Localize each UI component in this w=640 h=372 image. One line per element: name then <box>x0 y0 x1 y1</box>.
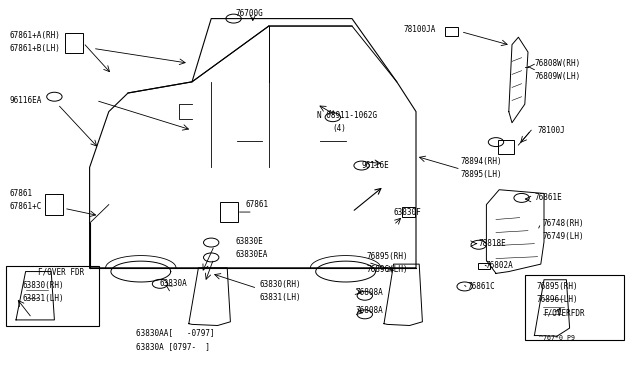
Text: 63830F: 63830F <box>394 208 421 217</box>
Text: 76802A: 76802A <box>485 261 513 270</box>
Text: 63831(LH): 63831(LH) <box>260 293 301 302</box>
Text: 63831(LH): 63831(LH) <box>22 294 64 303</box>
Bar <box>478 263 490 269</box>
Text: 76700G: 76700G <box>236 9 263 17</box>
Text: 63830A [0797-  ]: 63830A [0797- ] <box>136 342 211 351</box>
Text: 63830E: 63830E <box>236 237 263 246</box>
Text: F/OVER FDR: F/OVER FDR <box>38 268 84 277</box>
Text: 76748(RH): 76748(RH) <box>543 219 584 228</box>
Text: 78818E: 78818E <box>479 239 506 248</box>
Bar <box>402 208 415 217</box>
Text: 76861E: 76861E <box>534 193 562 202</box>
Text: 96116EA: 96116EA <box>10 96 42 105</box>
Text: 76895(RH): 76895(RH) <box>536 282 578 291</box>
Bar <box>525 275 624 340</box>
Text: 76895(RH): 76895(RH) <box>366 252 408 261</box>
Bar <box>498 140 514 154</box>
Text: 63830EA: 63830EA <box>236 250 268 259</box>
Text: 67861: 67861 <box>245 200 268 209</box>
Text: N 08911-1062G: N 08911-1062G <box>317 111 377 120</box>
Text: 63830A: 63830A <box>160 279 188 288</box>
Text: 67861+A(RH): 67861+A(RH) <box>10 31 60 40</box>
Text: 78894(RH): 78894(RH) <box>461 157 502 166</box>
Text: 67861+B(LH): 67861+B(LH) <box>10 44 60 53</box>
Bar <box>65 32 83 53</box>
Text: 78100J: 78100J <box>538 126 565 135</box>
Text: 76808W(RH): 76808W(RH) <box>534 59 580 68</box>
Text: 63830(RH): 63830(RH) <box>260 280 301 289</box>
Text: 96116E: 96116E <box>362 161 389 170</box>
Text: 76749(LH): 76749(LH) <box>543 232 584 241</box>
Text: (4): (4) <box>333 124 347 133</box>
Text: ^767*0 P9: ^767*0 P9 <box>539 335 575 341</box>
Text: N: N <box>328 110 333 116</box>
Text: 78100JA: 78100JA <box>403 25 436 34</box>
Bar <box>220 202 238 222</box>
Text: 76808A: 76808A <box>355 306 383 315</box>
Text: 63830(RH): 63830(RH) <box>22 281 64 290</box>
Text: 76808A: 76808A <box>355 288 383 296</box>
Text: 78895(LH): 78895(LH) <box>461 170 502 179</box>
Text: 76896(LH): 76896(LH) <box>366 265 408 274</box>
Text: 63830AA[   -0797]: 63830AA[ -0797] <box>136 328 215 337</box>
Text: F/OVERFDR: F/OVERFDR <box>543 309 584 318</box>
Text: 67861+C: 67861+C <box>10 202 42 211</box>
Bar <box>45 195 63 215</box>
Text: 76896(LH): 76896(LH) <box>536 295 578 304</box>
Text: 76809W(LH): 76809W(LH) <box>534 72 580 81</box>
Text: 67861: 67861 <box>10 189 33 198</box>
Bar <box>445 27 458 36</box>
Text: 76861C: 76861C <box>467 282 495 291</box>
Bar <box>6 266 99 326</box>
